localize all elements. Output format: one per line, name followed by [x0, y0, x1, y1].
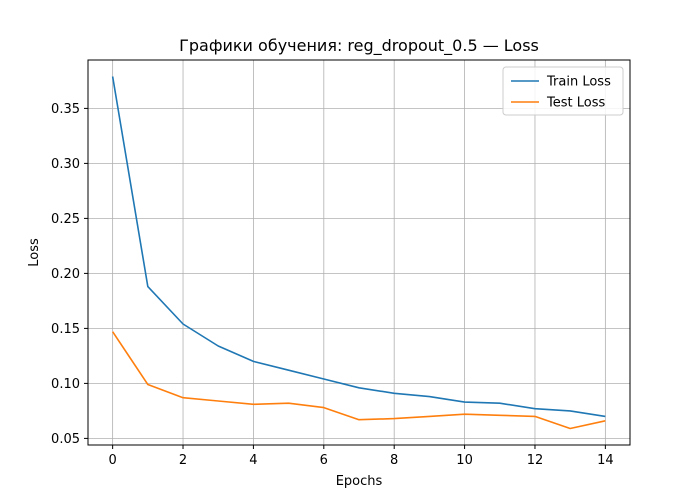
y-tick-label: 0.05 [51, 432, 80, 447]
x-tick-label: 0 [108, 453, 116, 468]
legend: Train Loss Test Loss [502, 66, 624, 116]
legend-label-train-loss: Train Loss [546, 75, 611, 90]
series-line-train-loss [111, 76, 606, 418]
y-tick-label: 0.20 [51, 267, 80, 282]
axis-ticks: 0 2 4 6 8 10 12 14 0.05 0.10 0.15 0.20 0.25 0.30 0.35 [51, 102, 614, 468]
legend-label-test-loss: Test Loss [546, 96, 605, 111]
series-lines [111, 76, 606, 430]
grid [88, 60, 630, 445]
y-tick-label: 0.10 [51, 377, 80, 392]
x-tick-label: 12 [527, 453, 544, 468]
y-tick-label: 0.25 [51, 212, 80, 227]
y-tick-label: 0.15 [51, 322, 80, 337]
y-tick-label: 0.35 [51, 102, 80, 117]
x-tick-label: 4 [249, 453, 257, 468]
x-tick-label: 10 [456, 453, 473, 468]
plot-frame [87, 59, 631, 446]
x-tick-label: 8 [390, 453, 398, 468]
x-tick-label: 2 [179, 453, 187, 468]
x-axis-label: Epochs [336, 474, 383, 489]
x-tick-label: 6 [320, 453, 328, 468]
legend-box [502, 66, 624, 116]
chart-title: Графики обучения: reg_dropout_0.5 — Loss [179, 36, 539, 56]
x-tick-label: 14 [597, 453, 614, 468]
series-line-test-loss [111, 331, 606, 430]
y-tick-label: 0.30 [51, 157, 80, 172]
y-axis-label: Loss [27, 238, 42, 267]
